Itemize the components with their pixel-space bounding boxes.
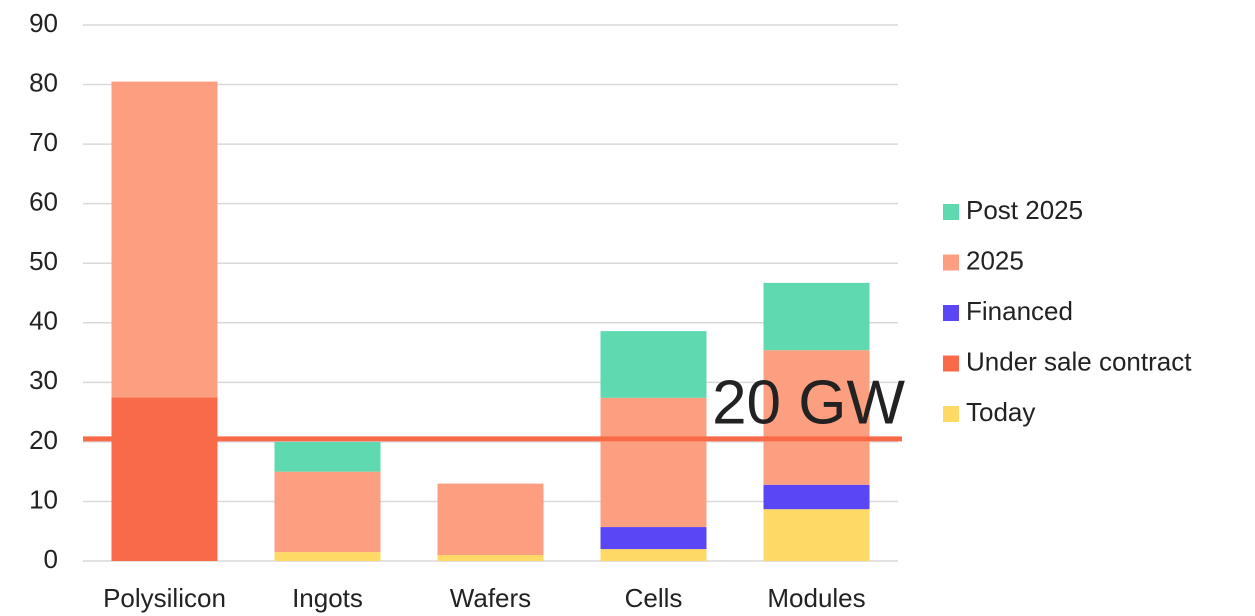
bar-segment bbox=[763, 282, 870, 351]
y-tick-label: 90 bbox=[29, 8, 58, 38]
x-tick-label: Wafers bbox=[450, 583, 531, 613]
legend-label: 2025 bbox=[966, 245, 1024, 275]
bar-segment bbox=[437, 483, 544, 556]
bar-segment bbox=[274, 471, 381, 553]
legend-label: Today bbox=[966, 397, 1035, 427]
y-tick-label: 10 bbox=[29, 484, 58, 514]
x-tick-label: Ingots bbox=[292, 583, 363, 613]
bar-segment bbox=[600, 549, 707, 561]
legend-label: Post 2025 bbox=[966, 195, 1083, 225]
y-tick-label: 50 bbox=[29, 246, 58, 276]
y-tick-label: 0 bbox=[44, 544, 58, 574]
bar-segment bbox=[600, 397, 707, 528]
legend-swatch bbox=[943, 204, 959, 220]
bar-segment bbox=[763, 484, 870, 510]
x-tick-label: Modules bbox=[767, 583, 865, 613]
bar-segment bbox=[600, 331, 707, 398]
bar-segment bbox=[274, 552, 381, 561]
y-tick-label: 40 bbox=[29, 306, 58, 336]
y-tick-label: 30 bbox=[29, 365, 58, 395]
legend-swatch bbox=[943, 254, 959, 271]
bar-segment bbox=[111, 81, 218, 398]
legend-swatch bbox=[943, 355, 959, 372]
x-tick-label: Polysilicon bbox=[103, 583, 226, 613]
bar-segment bbox=[763, 350, 870, 485]
y-tick-label: 60 bbox=[29, 187, 58, 217]
bar-segment bbox=[600, 527, 707, 550]
legend-swatch bbox=[943, 406, 959, 422]
y-tick-label: 20 bbox=[29, 425, 58, 455]
bar-segment bbox=[763, 509, 870, 561]
y-tick-label: 80 bbox=[29, 67, 58, 97]
legend-label: Financed bbox=[966, 296, 1073, 326]
bar-segment bbox=[111, 397, 218, 561]
x-tick-label: Cells bbox=[625, 583, 683, 613]
legend-label: Under sale contract bbox=[966, 346, 1192, 376]
reference-label: 20 GW bbox=[712, 368, 905, 437]
bar-segment bbox=[274, 441, 381, 472]
y-tick-label: 70 bbox=[29, 127, 58, 157]
legend-swatch bbox=[943, 305, 959, 321]
bar-segment bbox=[437, 555, 544, 561]
